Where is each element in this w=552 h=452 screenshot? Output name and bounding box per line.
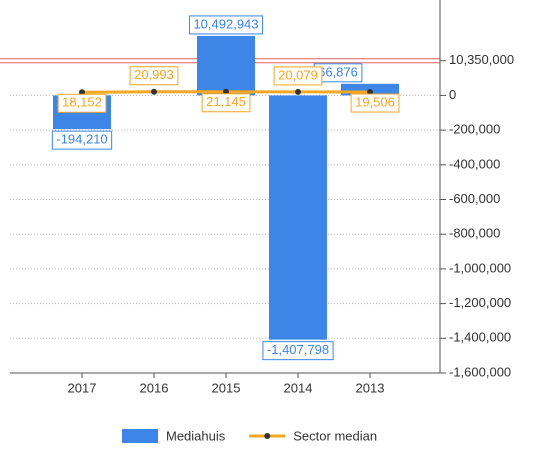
- data-label-text: -194,210: [56, 132, 107, 147]
- data-label: -194,210: [51, 130, 113, 150]
- data-label-box: [201, 93, 251, 113]
- y-tick-label: -1,000,000: [449, 260, 511, 275]
- legend-label: Mediahuis: [166, 428, 226, 443]
- data-label: 18,152: [57, 93, 107, 113]
- data-label-box: [129, 66, 179, 86]
- y-tick-label: -1,200,000: [449, 295, 511, 310]
- x-tick-label: 2015: [212, 380, 241, 395]
- legend-swatch: [122, 429, 158, 443]
- y-tick-label: -600,000: [449, 191, 500, 206]
- data-label: 20,993: [129, 66, 179, 86]
- data-label-box: [262, 341, 334, 361]
- y-tick-label: 10,350,000: [449, 52, 514, 67]
- data-label-text: 66,876: [318, 64, 358, 79]
- x-tick-label: 2014: [284, 380, 313, 395]
- data-label-text: 20,993: [134, 67, 174, 82]
- point: [151, 88, 157, 95]
- y-tick-label: -200,000: [449, 122, 500, 137]
- data-label-text: 18,152: [62, 95, 102, 110]
- data-label-text: 19,506: [355, 94, 395, 109]
- data-label-box: [188, 15, 264, 35]
- data-label: 20,079: [273, 66, 323, 86]
- legend-label: Sector median: [293, 428, 377, 443]
- x-tick-label: 2013: [356, 380, 385, 395]
- data-label-box: [350, 93, 400, 113]
- y-tick-label: -1,600,000: [449, 364, 511, 379]
- bar: [269, 95, 327, 340]
- data-label-text: 20,079: [278, 67, 318, 82]
- data-label-box: [57, 93, 107, 113]
- x-tick-label: 2016: [140, 380, 169, 395]
- data-label: 66,876: [313, 63, 363, 83]
- y-tick-label: -800,000: [449, 226, 500, 241]
- data-label: -1,407,798: [262, 341, 334, 361]
- bar: [197, 35, 255, 96]
- data-label: 19,506: [350, 93, 400, 113]
- data-label-text: -1,407,798: [267, 342, 329, 357]
- y-tick-label: -400,000: [449, 156, 500, 171]
- data-label-box: [273, 66, 323, 86]
- y-tick-label: -1,400,000: [449, 330, 511, 345]
- legend-swatch: [264, 433, 271, 439]
- data-label: 21,145: [201, 93, 251, 113]
- data-label: 10,492,943: [188, 15, 264, 35]
- data-label-text: 21,145: [206, 94, 246, 109]
- y-tick-label: 0: [449, 87, 456, 102]
- point: [295, 88, 301, 95]
- data-label-text: 10,492,943: [193, 16, 258, 31]
- data-label-box: [51, 130, 113, 150]
- x-tick-label: 2017: [68, 380, 97, 395]
